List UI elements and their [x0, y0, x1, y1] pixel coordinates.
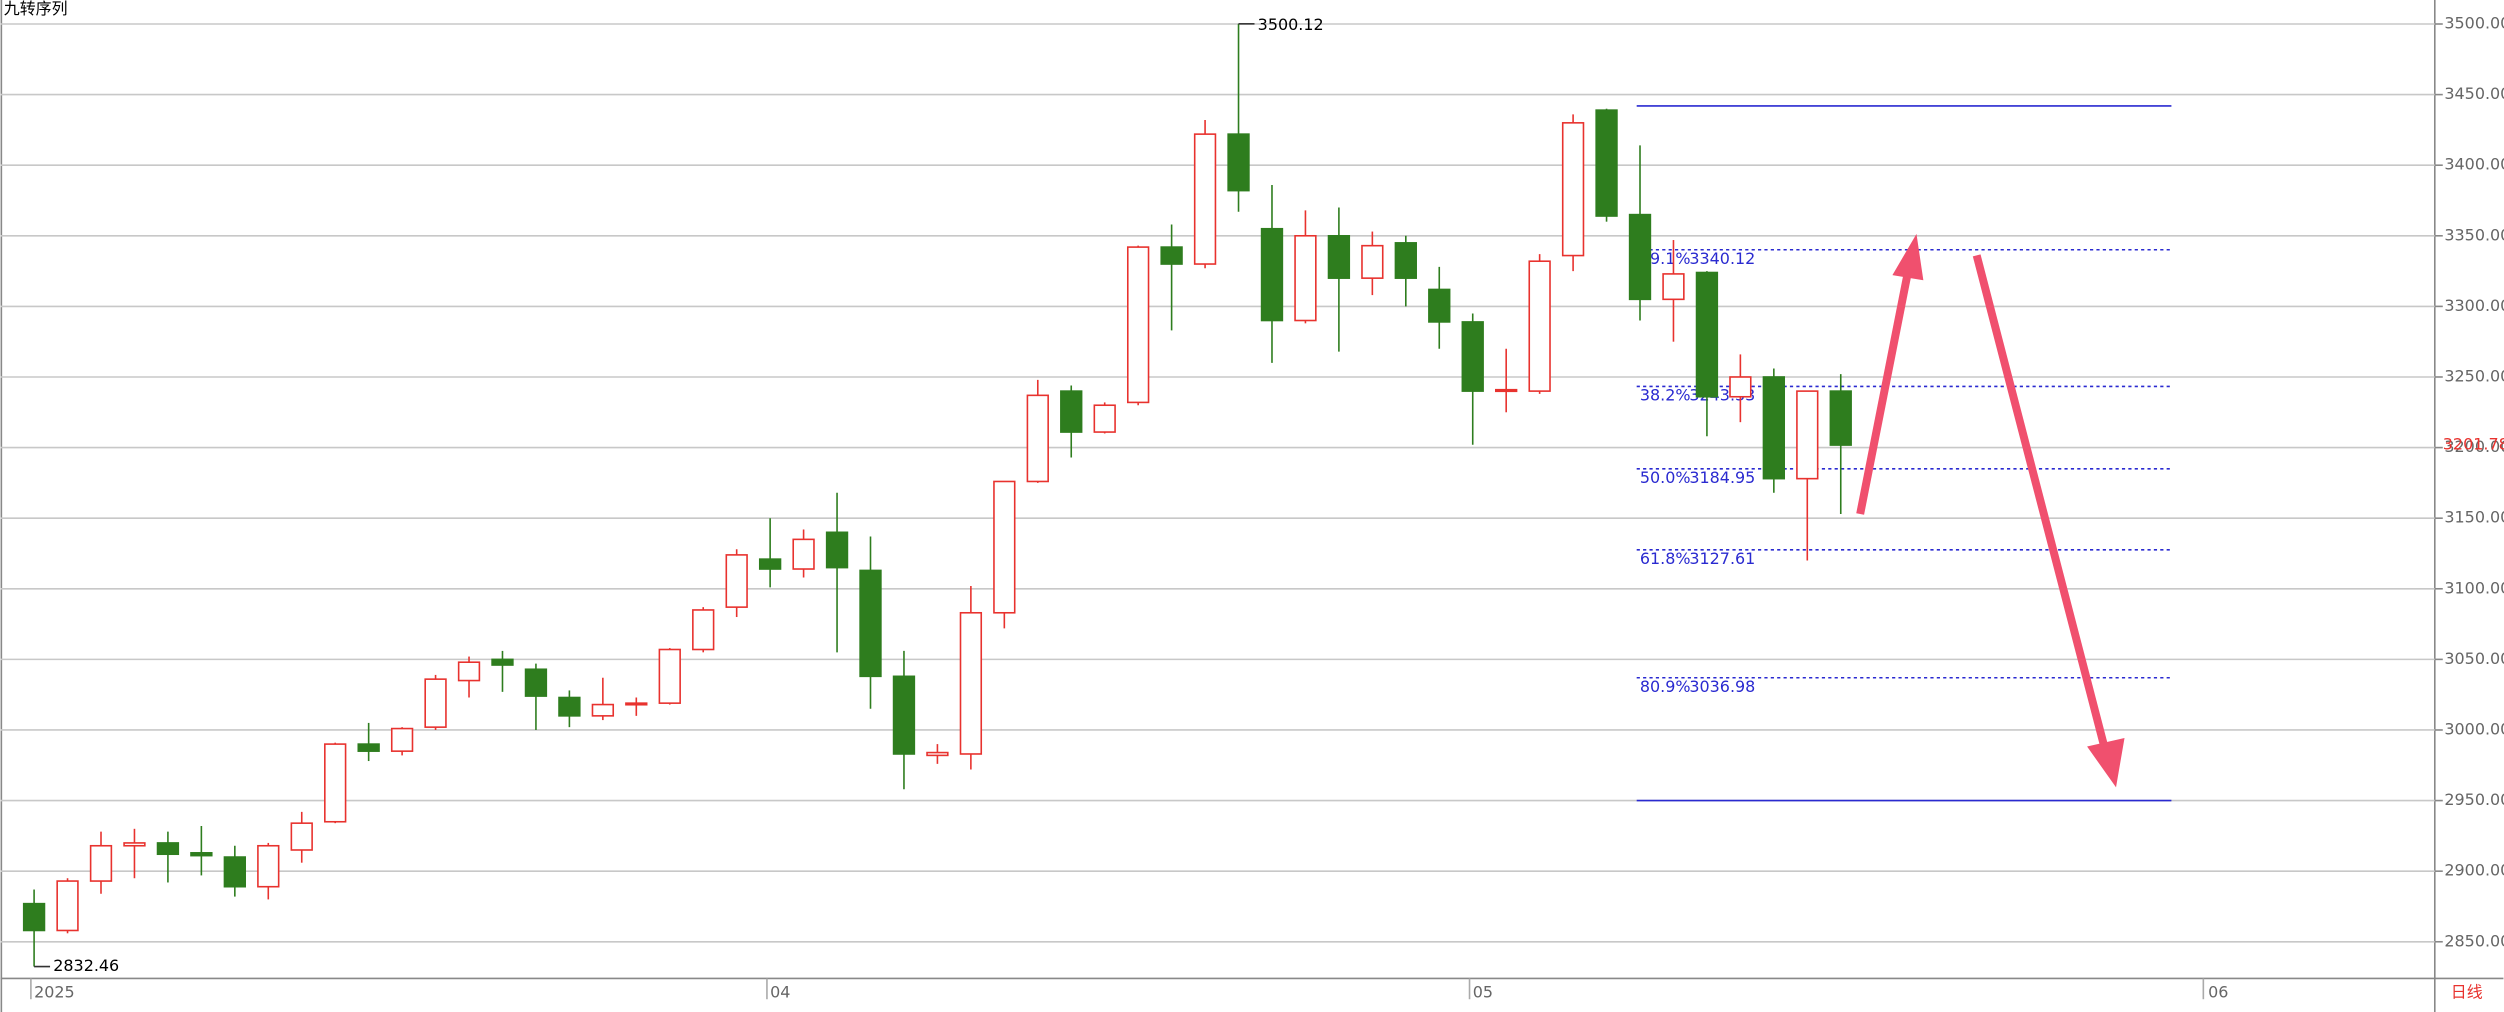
candle-body: [959, 611, 983, 755]
candle-body: [257, 844, 280, 888]
y-tick-label: 3100.00: [2444, 578, 2504, 597]
candle-body: [1528, 260, 1551, 392]
candle-body: [1361, 244, 1384, 279]
fib-ratio: 19.1%: [1640, 249, 1691, 268]
x-tick-label: 2025: [34, 982, 75, 1001]
y-tick-label: 3300.00: [2444, 296, 2504, 315]
fib-value: 3184.95: [1689, 468, 1755, 487]
last-price-label: 3201.78: [2443, 435, 2504, 454]
candle-body: [1495, 388, 1518, 393]
candle-body: [223, 856, 247, 888]
fib-ratio: 80.9%: [1640, 677, 1691, 696]
candle-body: [1227, 133, 1250, 192]
fib-value: 3340.12: [1689, 249, 1755, 268]
candle-body: [1762, 376, 1786, 480]
candle-body: [290, 822, 313, 851]
candle-body: [524, 668, 548, 697]
down-arrow-head: [2087, 738, 2125, 788]
candle-body: [89, 844, 113, 882]
candle-body: [1394, 242, 1417, 279]
candle-body: [1327, 234, 1351, 279]
period-label: 日线: [2451, 982, 2483, 1001]
candle-body: [324, 743, 347, 823]
fib-ratio: 38.2%: [1640, 385, 1691, 404]
y-tick-label: 3450.00: [2444, 84, 2504, 103]
y-tick-label: 3150.00: [2444, 508, 2504, 527]
y-tick-label: 2950.00: [2444, 790, 2504, 809]
candle-body: [926, 751, 949, 757]
y-tick-label: 3250.00: [2444, 366, 2504, 385]
candle-body: [1461, 321, 1484, 392]
y-tick-label: 2850.00: [2444, 931, 2504, 950]
candle-body: [1260, 227, 1284, 322]
x-tick-label: 06: [2208, 982, 2228, 1001]
candle-body: [457, 661, 481, 682]
y-tick-label: 3000.00: [2444, 719, 2504, 738]
forecast-arrows: [1856, 233, 2125, 788]
candle-body: [1093, 404, 1116, 433]
candle-body: [892, 675, 916, 755]
candle-body: [792, 538, 815, 570]
candle-body: [491, 658, 514, 666]
candle-body: [1829, 390, 1852, 446]
candle-body: [1729, 376, 1752, 398]
candle-body: [357, 743, 380, 752]
candle-body: [156, 842, 180, 856]
candle-body: [1628, 213, 1652, 301]
fib-ratio: 50.0%: [1640, 468, 1691, 487]
y-tick-label: 3500.00: [2444, 14, 2504, 33]
candle-body: [390, 727, 414, 752]
candle-body: [591, 703, 615, 717]
candle-body: [1796, 390, 1819, 480]
candle-body: [1026, 394, 1049, 483]
chart-title: 九转序列: [4, 0, 68, 18]
candle-body: [1695, 271, 1719, 398]
candle-body: [56, 880, 79, 932]
fib-ratio: 61.8%: [1640, 549, 1691, 568]
y-tick-label: 3400.00: [2444, 155, 2504, 174]
x-tick-label: 04: [770, 982, 790, 1001]
candle-body: [190, 852, 213, 857]
candle-body: [1662, 273, 1685, 301]
candle-body: [658, 648, 681, 704]
candle-body: [758, 558, 782, 570]
high-label: 3500.12: [1258, 15, 1324, 34]
candle-body: [1060, 390, 1083, 433]
candle-body: [993, 480, 1016, 614]
candle-body: [558, 696, 581, 717]
y-tick-label: 2900.00: [2444, 861, 2504, 880]
fib-value: 3127.61: [1689, 549, 1755, 568]
candle-body: [859, 569, 882, 678]
candle-body: [1294, 234, 1317, 322]
up-arrow-head: [1892, 233, 1924, 281]
candle-body: [825, 531, 849, 569]
down-arrow: [1972, 254, 2109, 749]
up-arrow: [1856, 270, 1912, 515]
candle-body: [625, 702, 648, 706]
candle-body: [692, 609, 715, 651]
y-tick-label: 3200.00: [2444, 437, 2504, 456]
y-tick-label: 3350.00: [2444, 225, 2504, 244]
y-tick-label: 3050.00: [2444, 649, 2504, 668]
candle-body: [22, 902, 46, 932]
candle-body: [1160, 246, 1183, 265]
candle-body: [1428, 288, 1451, 323]
candle-body: [1126, 246, 1150, 404]
candle-body: [424, 678, 447, 728]
low-label: 2832.46: [53, 956, 119, 975]
fib-value: 3036.98: [1689, 677, 1755, 696]
x-tick-label: 05: [1473, 982, 1493, 1001]
candle-body: [1193, 133, 1217, 265]
candle-body: [1595, 109, 1618, 217]
candle-body: [1561, 122, 1585, 257]
candle-body: [725, 554, 748, 608]
candle-body: [123, 842, 146, 847]
